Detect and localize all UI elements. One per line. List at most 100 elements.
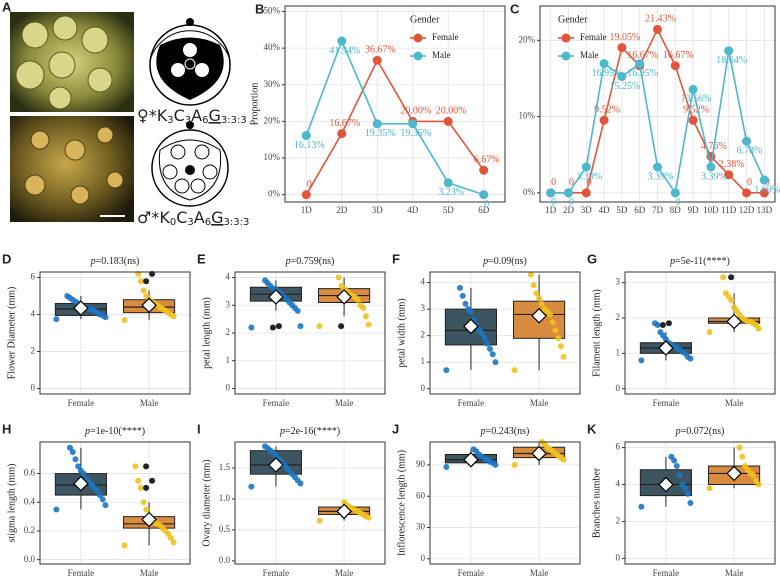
mean xyxy=(658,476,674,493)
y-tick-label: 0 xyxy=(616,383,621,393)
y-tick-label: 2 xyxy=(421,330,426,340)
point xyxy=(652,320,658,327)
point xyxy=(443,464,450,471)
point xyxy=(581,188,591,198)
y-tick-label: 4 xyxy=(31,309,36,319)
outlier xyxy=(728,274,735,281)
point xyxy=(706,329,713,336)
y-tick-label: 2 xyxy=(226,327,231,337)
y-tick-label: 0.0 xyxy=(24,554,36,564)
value-label: 3.39% xyxy=(701,171,727,182)
point xyxy=(599,115,609,125)
mean xyxy=(73,475,89,492)
x-tick-label: Male xyxy=(530,398,549,408)
y-tick-label: 0.2 xyxy=(24,525,35,535)
x-tick-label: Male xyxy=(530,568,549,578)
point xyxy=(365,321,372,328)
y-tick-label: 1.5 xyxy=(219,462,231,472)
point xyxy=(481,335,488,342)
value-label: 18.64% xyxy=(716,55,747,66)
point xyxy=(341,499,348,506)
y-tick-label: 0 xyxy=(616,553,621,563)
value-label: 0 xyxy=(747,177,752,188)
formula-sub: 3 xyxy=(187,217,193,228)
point xyxy=(676,472,683,479)
mean xyxy=(531,307,547,324)
panel-label: I xyxy=(197,421,201,436)
point xyxy=(759,188,769,198)
title-rest: =0.09(ns) xyxy=(488,256,527,267)
plot-frame xyxy=(429,441,581,565)
x-tick-label: Female xyxy=(458,398,485,408)
series-line xyxy=(305,38,484,196)
y-tick-label: 3 xyxy=(421,303,426,313)
point xyxy=(443,116,453,126)
panel-label: D xyxy=(2,251,11,266)
outlier xyxy=(143,484,150,491)
point xyxy=(668,453,675,460)
x-tick-label: 8D xyxy=(670,205,682,215)
point xyxy=(617,72,627,82)
point xyxy=(492,359,499,366)
panel-label: J xyxy=(392,421,399,436)
formula-prefix: ♀* xyxy=(137,106,157,125)
value-label: 0 xyxy=(569,177,574,188)
line-chart: C 0% 10% 20% 1D 2D 3D 4D 5D 6D 7D 8D 9D 10D 11D 12D 13D 0… xyxy=(510,1,780,215)
point xyxy=(670,61,680,71)
value-label: 36.67% xyxy=(365,45,396,56)
value-label: 41.94% xyxy=(329,45,360,56)
formula-letter: C xyxy=(174,106,185,125)
point xyxy=(617,43,627,53)
female-formula: ♀*K3C3A6G3:3:3 xyxy=(137,106,247,127)
value-label: 16.95% xyxy=(592,68,623,79)
x-tick-label: 6D xyxy=(478,205,490,215)
point xyxy=(137,278,144,285)
mean xyxy=(658,340,674,356)
value-label: 0 xyxy=(551,177,556,188)
point xyxy=(140,287,147,294)
point xyxy=(511,367,518,374)
y-tick-label: 0 xyxy=(226,383,231,393)
value-label: 6.67% xyxy=(474,155,500,166)
point xyxy=(132,463,139,470)
outlier xyxy=(149,477,156,484)
x-tick-label: 3D xyxy=(372,205,384,215)
point xyxy=(742,463,748,470)
plot-frame xyxy=(624,271,776,395)
value-label: 9.52% xyxy=(594,105,620,116)
point xyxy=(77,467,84,474)
point xyxy=(739,453,746,460)
point xyxy=(581,162,591,172)
male-formula: ♂*K0C3A6G3:3:3 xyxy=(137,208,249,229)
plot-frame xyxy=(284,5,506,203)
point xyxy=(538,300,545,307)
x-tick-label: 2D xyxy=(563,205,575,215)
point xyxy=(555,335,562,342)
point xyxy=(67,444,73,451)
value-label: 9.52% xyxy=(683,105,709,116)
point xyxy=(489,351,496,358)
y-tick-label: 3 xyxy=(616,277,621,287)
formula-sub: 3:3:3 xyxy=(221,115,247,126)
point xyxy=(653,162,662,172)
mean xyxy=(531,445,547,462)
x-tick-label: 5D xyxy=(443,205,455,215)
y-axis-title: Branches number xyxy=(591,467,602,538)
y-tick-label: 30% xyxy=(264,79,281,89)
x-tick-label: 5D xyxy=(616,205,628,215)
formula-sub: 0 xyxy=(170,217,176,228)
value-label: 19.35% xyxy=(365,128,396,139)
x-tick-label: Female xyxy=(653,568,680,578)
y-tick-label: 50% xyxy=(264,6,281,16)
point xyxy=(549,319,556,326)
point xyxy=(638,503,645,510)
point xyxy=(75,463,82,470)
x-tick-label: Male xyxy=(140,568,159,578)
point xyxy=(563,188,573,198)
outlier xyxy=(143,278,150,285)
plot-frame xyxy=(539,5,776,203)
value-label: 19.35% xyxy=(400,128,431,139)
point xyxy=(679,481,686,488)
value-label: 21.43% xyxy=(645,14,676,25)
